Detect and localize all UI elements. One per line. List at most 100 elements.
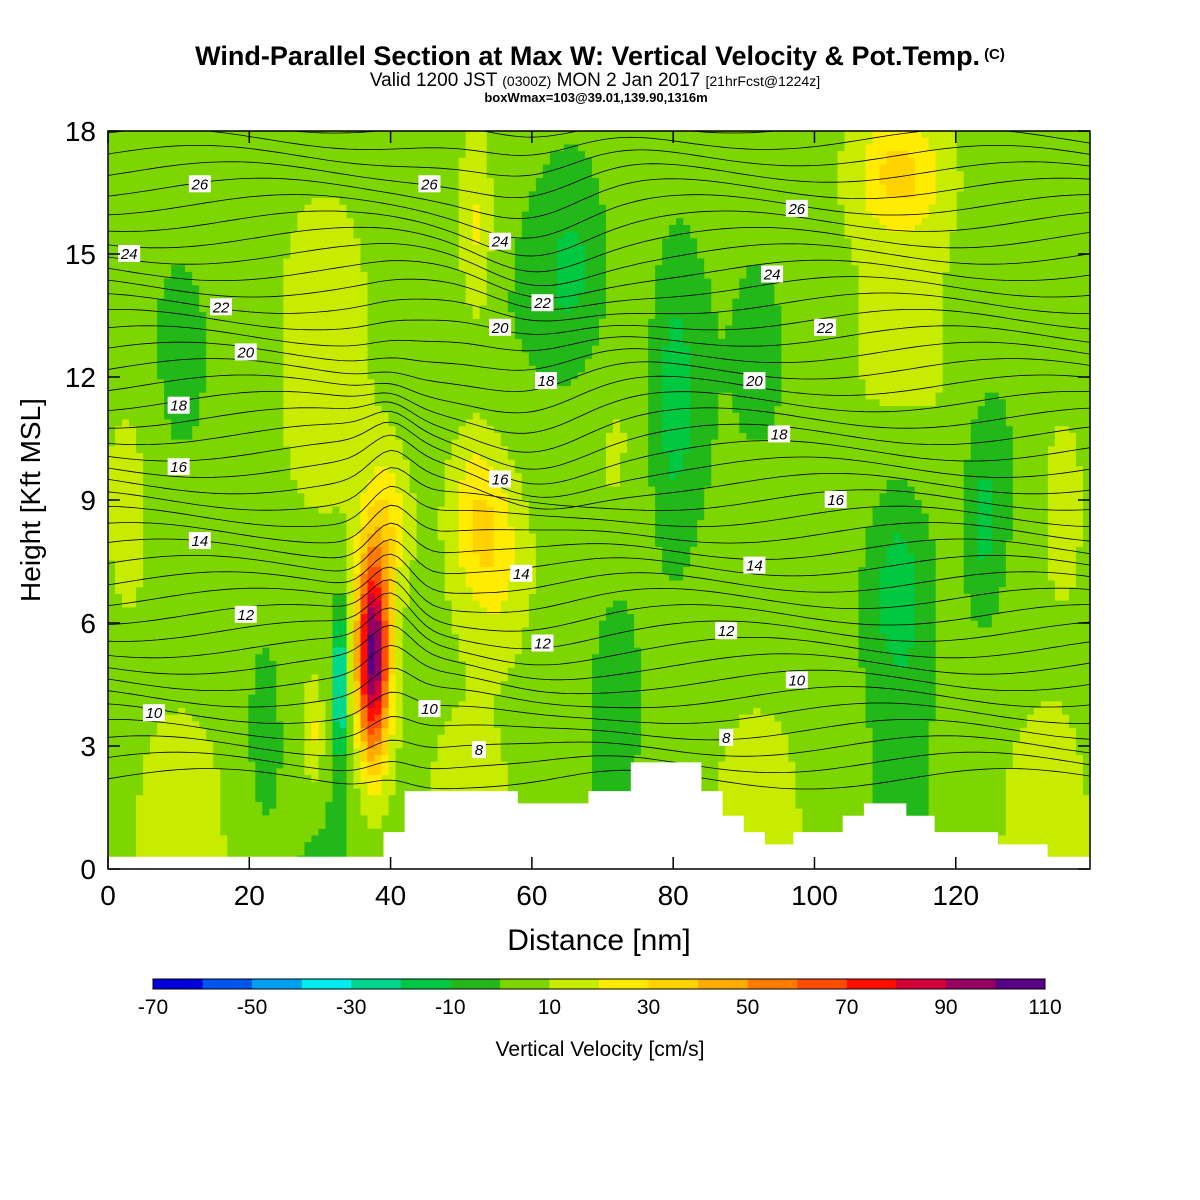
velocity-cell [374, 312, 383, 320]
velocity-cell [416, 385, 425, 394]
velocity-cell [192, 828, 200, 837]
velocity-cell [178, 204, 186, 213]
velocity-cell [311, 352, 320, 360]
velocity-cell [185, 761, 193, 769]
velocity-cell [416, 198, 425, 206]
velocity-cell [199, 318, 207, 327]
velocity-cell [325, 171, 334, 179]
velocity-cell [339, 828, 348, 837]
velocity-cell [136, 493, 144, 501]
velocity-cell [409, 728, 418, 736]
velocity-cell [409, 607, 418, 615]
velocity-cell [353, 734, 362, 743]
velocity-cell [276, 801, 284, 810]
velocity-cell [311, 318, 320, 327]
velocity-cell [290, 493, 298, 501]
velocity-cell [234, 520, 242, 528]
velocity-cell [143, 801, 151, 810]
velocity-cell [311, 171, 320, 179]
velocity-cell [318, 600, 327, 608]
velocity-cell [206, 292, 214, 300]
velocity-cell [262, 560, 270, 568]
velocity-cell [192, 593, 200, 602]
velocity-cell [150, 486, 158, 494]
velocity-cell [241, 500, 249, 508]
velocity-cell [220, 399, 228, 407]
velocity-cell [381, 318, 390, 327]
velocity-cell [262, 728, 270, 736]
velocity-cell [269, 842, 277, 850]
velocity-cell [388, 198, 397, 206]
velocity-cell [283, 634, 291, 642]
velocity-cell [255, 600, 263, 608]
velocity-cell [199, 661, 207, 669]
velocity-cell [367, 399, 376, 407]
velocity-cell [241, 627, 249, 635]
velocity-cell [325, 573, 334, 582]
velocity-cell [311, 144, 320, 152]
velocity-cell [129, 144, 137, 152]
velocity-cell [136, 681, 144, 689]
velocity-cell [122, 808, 130, 816]
velocity-cell [241, 513, 249, 521]
velocity-cell [108, 137, 116, 146]
velocity-cell [346, 687, 355, 696]
velocity-cell [416, 560, 425, 568]
velocity-cell [374, 224, 383, 233]
velocity-cell [276, 453, 284, 461]
velocity-cell [255, 667, 263, 676]
velocity-cell [416, 721, 425, 729]
velocity-cell [269, 298, 277, 307]
velocity-cell [367, 714, 376, 722]
velocity-cell [332, 204, 341, 213]
velocity-cell [381, 231, 390, 239]
velocity-cell [304, 365, 313, 374]
velocity-cell [311, 359, 320, 367]
velocity-cell [311, 788, 320, 796]
velocity-cell [213, 513, 221, 521]
velocity-cell [136, 292, 144, 300]
velocity-cell [283, 258, 291, 266]
velocity-cell [129, 506, 137, 515]
velocity-cell [255, 593, 263, 602]
velocity-cell [185, 453, 193, 461]
velocity-cell [108, 312, 116, 320]
velocity-cell [332, 177, 341, 186]
velocity-cell [346, 560, 355, 568]
velocity-cell [185, 667, 193, 676]
velocity-cell [248, 526, 256, 535]
velocity-cell [395, 526, 404, 535]
velocity-cell [136, 741, 144, 749]
velocity-cell [269, 439, 277, 447]
velocity-cell [255, 520, 263, 528]
velocity-cell [395, 318, 404, 327]
velocity-cell [262, 775, 270, 783]
velocity-cell [220, 251, 228, 260]
velocity-cell [381, 768, 390, 776]
velocity-cell [241, 218, 249, 226]
velocity-cell [388, 379, 397, 387]
velocity-cell [199, 721, 207, 729]
velocity-cell [283, 144, 291, 152]
velocity-cell [136, 211, 144, 219]
velocity-cell [409, 453, 418, 461]
velocity-cell [416, 634, 425, 642]
velocity-cell [332, 439, 341, 447]
velocity-cell [297, 707, 305, 716]
velocity-cell [395, 540, 404, 548]
velocity-cell [360, 137, 369, 146]
velocity-cell [332, 714, 341, 722]
velocity-cell [360, 721, 369, 729]
velocity-cell [388, 479, 397, 488]
velocity-cell [227, 265, 235, 273]
velocity-cell [409, 520, 418, 528]
velocity-cell [255, 553, 263, 561]
velocity-cell [248, 761, 256, 769]
velocity-cell [297, 479, 305, 488]
velocity-cell [199, 412, 207, 421]
velocity-cell [262, 466, 270, 474]
velocity-cell [199, 701, 207, 709]
velocity-cell [122, 600, 130, 608]
velocity-cell [108, 359, 116, 367]
velocity-cell [318, 453, 327, 461]
